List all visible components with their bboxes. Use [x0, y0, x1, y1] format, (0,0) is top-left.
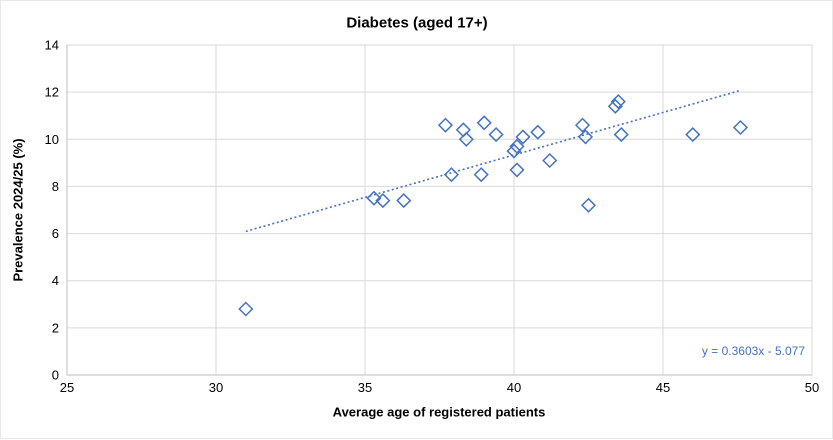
data-point — [488, 127, 504, 143]
x-axis-title: Average age of registered patients — [332, 404, 546, 420]
data-point — [685, 127, 701, 143]
data-point — [509, 162, 525, 178]
data-point — [613, 127, 629, 143]
x-tick-label: 25 — [60, 380, 74, 395]
y-tick-label: 10 — [45, 132, 59, 147]
data-point — [458, 131, 474, 147]
data-point — [515, 129, 531, 145]
chart-title: Diabetes (aged 17+) — [346, 14, 488, 32]
data-point — [509, 138, 525, 154]
data-point — [366, 190, 382, 206]
data-point — [577, 129, 594, 145]
data-point — [580, 197, 597, 213]
trendline-equation: y = 0.3603x - 5.077 — [701, 344, 805, 358]
y-tick-label: 8 — [52, 179, 59, 194]
data-point — [437, 117, 454, 133]
y-tick-label: 4 — [52, 273, 59, 288]
x-tick-label: 35 — [358, 380, 372, 395]
plot-border — [66, 44, 813, 376]
y-tick-label: 6 — [52, 226, 59, 241]
x-tick-label: 45 — [656, 380, 670, 395]
y-tick-label: 12 — [45, 85, 59, 100]
data-point — [455, 122, 471, 138]
data-point — [375, 193, 391, 209]
y-tick-label: 14 — [45, 38, 59, 53]
y-axis-title: Prevalence 2024/25 (%) — [10, 138, 26, 282]
data-point — [443, 167, 459, 183]
data-point — [542, 152, 558, 169]
data-point — [530, 124, 546, 140]
data-point — [732, 119, 749, 136]
data-point — [238, 301, 254, 317]
data-point — [574, 117, 591, 133]
x-tick-label: 30 — [209, 380, 223, 395]
y-tick-label: 2 — [52, 320, 59, 335]
trendline — [245, 89, 741, 233]
data-point — [396, 193, 412, 209]
y-tick-label: 0 — [52, 368, 59, 383]
x-tick-label: 50 — [805, 380, 819, 395]
x-tick-label: 40 — [507, 380, 521, 395]
data-point — [473, 167, 489, 183]
data-point — [476, 115, 492, 131]
data-point — [610, 94, 626, 110]
